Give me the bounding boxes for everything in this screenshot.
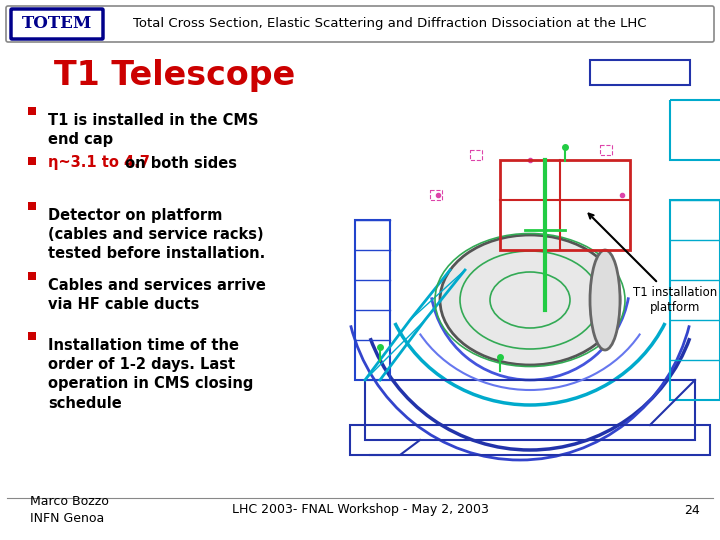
Bar — [590, 60, 690, 85]
FancyBboxPatch shape — [6, 6, 714, 42]
Bar — [28, 157, 36, 165]
Bar — [350, 425, 710, 455]
Text: Cables and services arrive
via HF cable ducts: Cables and services arrive via HF cable … — [48, 278, 266, 312]
Text: TOTEM: TOTEM — [22, 16, 92, 32]
Bar — [430, 190, 442, 200]
Text: on both sides: on both sides — [120, 156, 237, 171]
Bar — [28, 202, 36, 210]
Text: T1 installation
platform: T1 installation platform — [589, 214, 717, 314]
Ellipse shape — [590, 250, 620, 350]
Text: T1 Telescope: T1 Telescope — [55, 58, 296, 91]
Text: Detector on platform
(cables and service racks)
tested before installation.: Detector on platform (cables and service… — [48, 208, 265, 261]
Bar — [500, 160, 630, 250]
Text: Total Cross Section, Elastic Scattering and Diffraction Dissociation at the LHC: Total Cross Section, Elastic Scattering … — [133, 17, 647, 30]
Bar — [670, 200, 720, 400]
Text: Installation time of the
order of 1-2 days. Last
operation in CMS closing
schedu: Installation time of the order of 1-2 da… — [48, 338, 253, 410]
Bar — [670, 100, 720, 160]
FancyBboxPatch shape — [11, 9, 103, 39]
Text: η~3.1 to 4.7: η~3.1 to 4.7 — [48, 156, 150, 171]
Bar — [365, 380, 695, 440]
Text: T1 is installed in the CMS
end cap: T1 is installed in the CMS end cap — [48, 113, 258, 147]
Text: Marco Bozzo
INFN Genoa: Marco Bozzo INFN Genoa — [30, 495, 109, 525]
Bar — [28, 272, 36, 280]
Ellipse shape — [440, 235, 620, 365]
Bar — [28, 107, 36, 115]
Bar — [28, 332, 36, 340]
Bar — [355, 220, 390, 380]
Bar — [470, 150, 482, 160]
Text: LHC 2003- FNAL Workshop - May 2, 2003: LHC 2003- FNAL Workshop - May 2, 2003 — [232, 503, 488, 516]
Text: 24: 24 — [684, 503, 700, 516]
Bar — [600, 145, 612, 155]
